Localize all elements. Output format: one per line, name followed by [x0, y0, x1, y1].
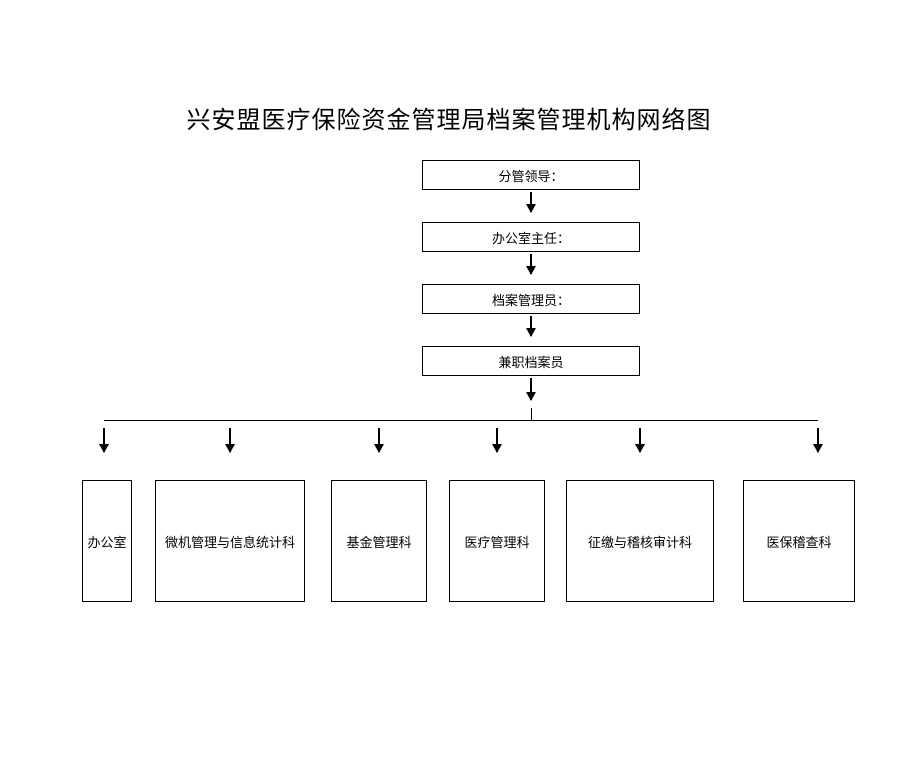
node-label: 微机管理与信息统计科	[165, 532, 295, 551]
node-label: 办公室主任：	[492, 228, 570, 247]
connector-stub	[531, 408, 532, 420]
arrow-down	[103, 428, 105, 452]
diagram-title: 兴安盟医疗保险资金管理局档案管理机构网络图	[0, 100, 898, 135]
node-archive-admin: 档案管理员：	[422, 284, 640, 314]
arrow-down	[530, 378, 532, 400]
node-label: 征缴与稽核审计科	[588, 532, 692, 551]
dept-office: 办公室	[82, 480, 132, 602]
arrow-down	[378, 428, 380, 452]
node-label: 档案管理员：	[492, 290, 570, 309]
dept-medical-mgmt: 医疗管理科	[449, 480, 545, 602]
branch-hline	[104, 420, 818, 421]
arrow-down	[530, 192, 532, 212]
node-office-director: 办公室主任：	[422, 222, 640, 252]
arrow-down	[639, 428, 641, 452]
arrow-down	[817, 428, 819, 452]
node-label: 办公室	[87, 532, 126, 551]
node-label: 分管领导：	[498, 166, 563, 185]
node-label: 医疗管理科	[464, 532, 529, 551]
dept-computer-info: 微机管理与信息统计科	[155, 480, 305, 602]
arrow-down	[530, 316, 532, 336]
arrow-down	[496, 428, 498, 452]
node-leader: 分管领导：	[422, 160, 640, 190]
dept-insurance-inspect: 医保稽查科	[743, 480, 855, 602]
dept-fund-mgmt: 基金管理科	[331, 480, 427, 602]
node-label: 基金管理科	[346, 532, 411, 551]
arrow-down	[530, 254, 532, 274]
dept-collect-audit: 征缴与稽核审计科	[566, 480, 714, 602]
node-label: 兼职档案员	[498, 352, 563, 371]
arrow-down	[229, 428, 231, 452]
node-parttime-archivist: 兼职档案员	[422, 346, 640, 376]
node-label: 医保稽查科	[766, 532, 831, 551]
